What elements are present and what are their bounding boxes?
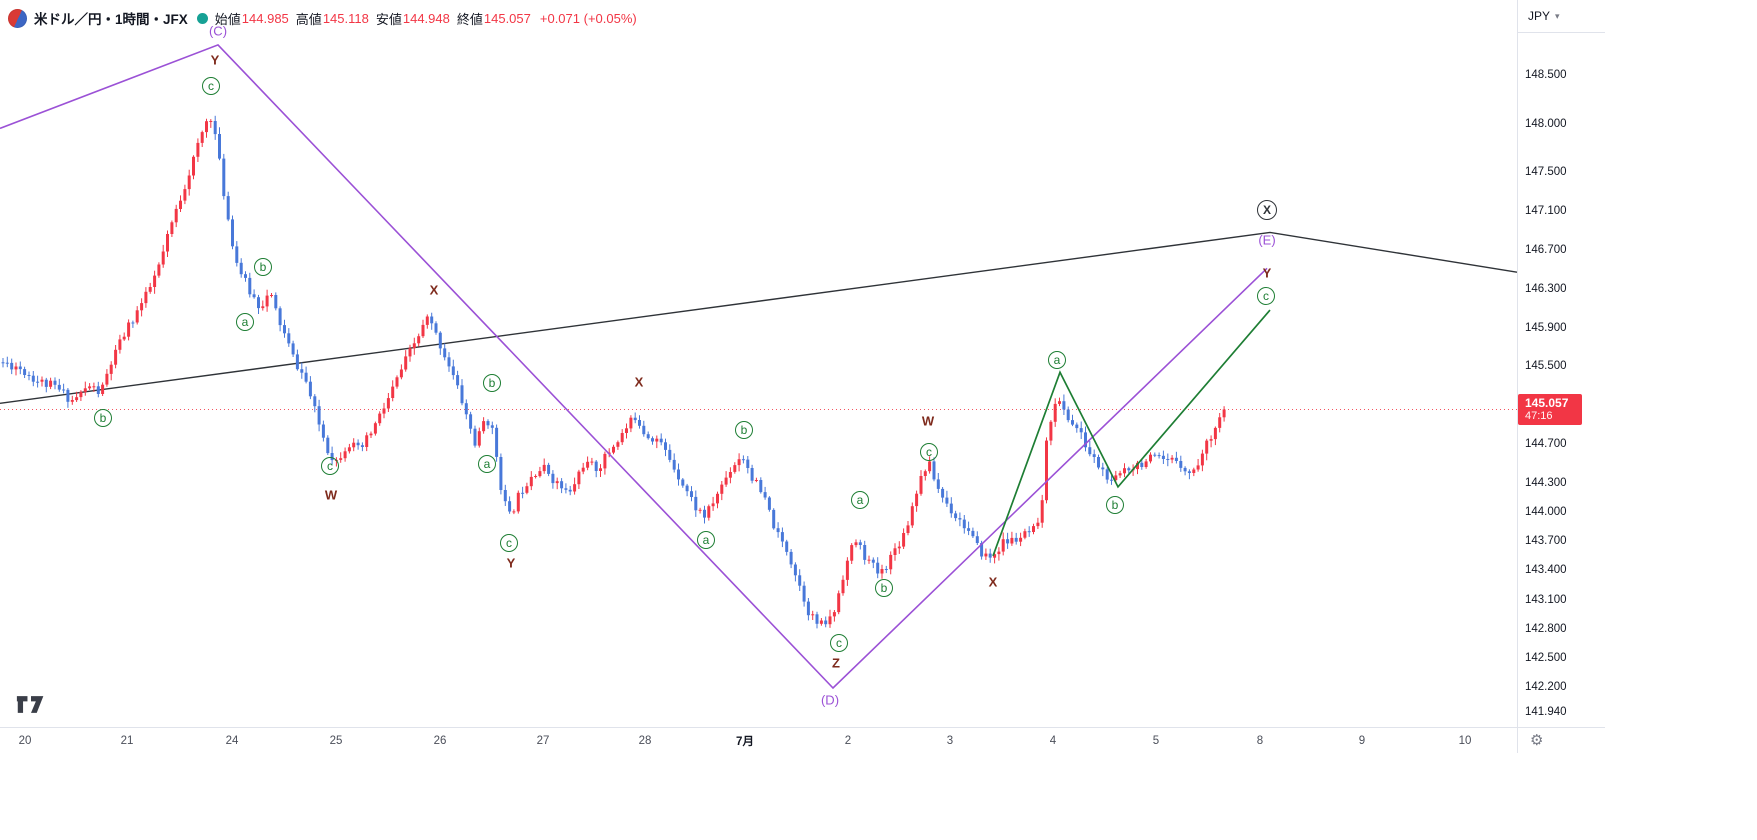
time-axis-label: 7月 — [736, 735, 754, 748]
low-value: 144.948 — [402, 10, 450, 26]
currency-unit-button[interactable]: JPY ▾ — [1518, 0, 1605, 33]
price-axis-label: 142.200 — [1525, 681, 1567, 693]
wave-label-y[interactable]: Y — [1262, 265, 1272, 281]
high-label: 高値 — [295, 11, 322, 27]
price-axis-label: 143.700 — [1525, 535, 1567, 548]
low-label: 安値 — [375, 11, 402, 27]
wave-label-a[interactable]: a — [697, 531, 715, 549]
close-value: 145.057 — [483, 10, 531, 26]
currency-label: JPY — [1528, 9, 1551, 23]
time-axis-label: 3 — [946, 734, 954, 747]
market-status-icon — [196, 12, 208, 24]
price-axis-label: 146.700 — [1525, 243, 1567, 256]
wave-label-b[interactable]: b — [1106, 496, 1124, 514]
price-axis-label: 144.300 — [1525, 477, 1567, 489]
open-label: 始値 — [214, 11, 241, 27]
price-change: +0.071 (+0.05%) — [539, 10, 637, 26]
wave-label-b[interactable]: b — [735, 421, 753, 439]
time-axis-label: 26 — [433, 734, 447, 747]
time-axis-label: 4 — [1049, 734, 1057, 747]
time-axis-label: 9 — [1358, 734, 1366, 747]
wave-label-x[interactable]: X — [634, 374, 644, 390]
wave-label-c[interactable]: c — [1257, 287, 1275, 305]
settings-gear-icon[interactable]: ⚙ — [1530, 732, 1544, 749]
symbol-title[interactable]: 米ドル／円・1時間・JFX — [34, 12, 188, 27]
current-price-badge: 145.057 47:16 — [1518, 394, 1582, 425]
time-axis[interactable]: 20 21 24 25 26 27 28 7月 2 3 4 5 8 9 10 — [0, 727, 1517, 753]
wave-label-c[interactable]: c — [920, 443, 938, 461]
price-axis-label: 142.800 — [1525, 622, 1567, 635]
price-axis-label: 148.000 — [1525, 117, 1567, 130]
wave-label-b[interactable]: b — [254, 258, 272, 276]
wave-label-c[interactable]: c — [500, 534, 518, 552]
time-axis-label: 10 — [1458, 734, 1472, 747]
wave-label-a[interactable]: a — [478, 455, 496, 473]
price-axis-label: 147.500 — [1525, 166, 1567, 179]
wave-label-x[interactable]: X — [988, 574, 998, 590]
chevron-down-icon: ▾ — [1555, 10, 1560, 21]
price-axis-label: 141.940 — [1525, 706, 1567, 719]
tradingview-logo[interactable] — [16, 695, 46, 714]
wave-label-y[interactable]: Y — [506, 555, 516, 571]
price-axis-label: 143.400 — [1525, 564, 1567, 577]
candlestick-series — [1, 115, 1226, 629]
price-axis-label: 146.300 — [1525, 282, 1567, 295]
wave-label-x[interactable]: X — [429, 282, 439, 298]
wave-label-z[interactable]: Z — [832, 655, 840, 671]
price-axis-label: 142.500 — [1525, 651, 1567, 664]
wave-label-a[interactable]: a — [851, 491, 869, 509]
wave-label-b[interactable]: b — [875, 579, 893, 597]
time-axis-label: 5 — [1152, 734, 1160, 747]
wave-label-e[interactable]: (E) — [1258, 232, 1276, 248]
price-axis-label: 144.000 — [1525, 506, 1567, 519]
wave-label-b[interactable]: b — [483, 374, 501, 392]
wave-label-c[interactable]: c — [202, 77, 220, 95]
symbol-logo-icon — [8, 8, 27, 28]
time-axis-label: 28 — [638, 734, 652, 747]
open-value: 144.985 — [241, 10, 289, 26]
price-axis-label: 143.100 — [1525, 593, 1567, 606]
wave-label-w[interactable]: W — [921, 413, 935, 429]
wave-label-a[interactable]: a — [1048, 351, 1066, 369]
wave-label-a[interactable]: a — [236, 313, 254, 331]
purple-wave-line[interactable] — [0, 43, 1268, 690]
time-axis-label: 27 — [536, 734, 550, 747]
wave-label-c[interactable]: (C) — [208, 23, 228, 39]
time-axis-label: 25 — [329, 734, 343, 747]
wave-label-x[interactable]: X — [1257, 200, 1277, 220]
chart-legend: 米ドル／円・1時間・JFX 始値 144.985 高値 145.118 安値 144.… — [8, 8, 637, 28]
price-axis-label: 148.500 — [1525, 69, 1567, 81]
wave-label-w[interactable]: W — [324, 487, 338, 503]
price-axis-label: 145.900 — [1525, 321, 1567, 334]
wave-label-c[interactable]: c — [830, 634, 848, 652]
time-axis-label: 2 — [844, 734, 852, 747]
wave-label-y[interactable]: Y — [210, 52, 220, 68]
bar-countdown: 47:16 — [1525, 410, 1553, 422]
resistance-trendline[interactable] — [0, 231, 1517, 404]
time-axis-label: 21 — [120, 734, 134, 747]
time-axis-label: 20 — [18, 734, 32, 747]
time-axis-label: 24 — [225, 734, 239, 747]
axis-corner: ⚙ — [1517, 727, 1605, 753]
close-label: 終値 — [456, 11, 483, 27]
price-axis-label: 147.100 — [1525, 205, 1567, 217]
price-axis[interactable]: JPY ▾ 148.500 148.000 147.500 147.100 146.70… — [1517, 0, 1605, 727]
green-wave-line[interactable] — [992, 309, 1271, 557]
wave-label-d[interactable]: (D) — [820, 692, 840, 708]
current-price: 145.057 — [1525, 396, 1569, 410]
time-axis-label: 8 — [1256, 734, 1264, 747]
price-axis-label: 144.700 — [1525, 438, 1567, 451]
wave-label-c[interactable]: c — [321, 457, 339, 475]
high-value: 145.118 — [322, 10, 369, 26]
price-axis-label: 145.500 — [1525, 360, 1567, 373]
chart-canvas[interactable] — [0, 0, 1517, 727]
wave-label-b[interactable]: b — [94, 409, 112, 427]
